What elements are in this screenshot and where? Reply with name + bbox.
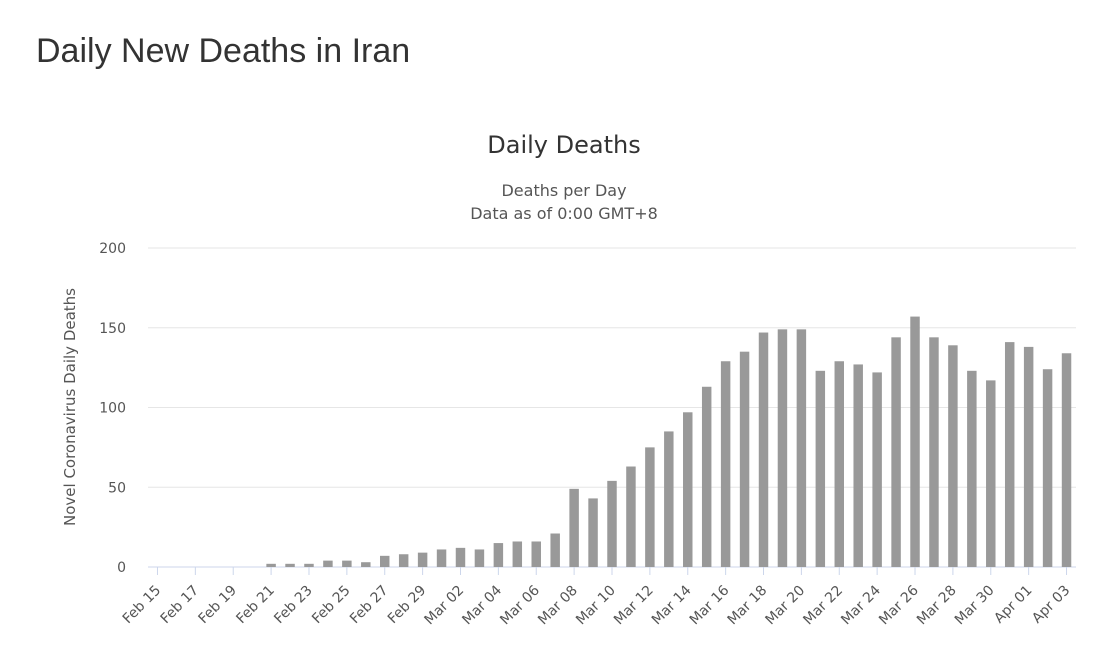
bar[interactable]	[815, 370, 826, 567]
bar[interactable]	[1061, 353, 1072, 567]
bar[interactable]	[285, 563, 295, 567]
bar[interactable]	[720, 361, 731, 567]
y-tick-label: 200	[99, 241, 126, 257]
x-tick-label: Mar 20	[762, 583, 808, 629]
bar[interactable]	[777, 329, 788, 567]
bar[interactable]	[1023, 346, 1034, 567]
x-tick-label: Feb 19	[195, 583, 240, 628]
chart-subtitle-line-2: Data as of 0:00 GMT+8	[470, 204, 658, 223]
x-tick-label: Mar 28	[914, 583, 960, 629]
gridlines: 0 50 100 150 200	[99, 241, 1076, 576]
page-title: Daily New Deaths in Iran	[36, 32, 411, 70]
bar[interactable]	[796, 329, 807, 567]
x-tick-label: Mar 14	[649, 582, 695, 628]
x-tick-label: Mar 22	[800, 583, 846, 629]
x-tick-label: Mar 04	[459, 582, 505, 628]
y-tick-label: 100	[99, 401, 126, 417]
bar[interactable]	[380, 555, 390, 567]
bar[interactable]	[361, 562, 371, 567]
y-tick-label: 50	[108, 480, 126, 496]
bar[interactable]	[1042, 369, 1053, 567]
x-tick-label: Mar 16	[687, 582, 733, 628]
bar[interactable]	[474, 549, 485, 567]
bar[interactable]	[929, 337, 939, 567]
x-tick-label: Apr 01	[991, 583, 1035, 627]
bar[interactable]	[493, 543, 504, 567]
x-tick-label: Feb 29	[385, 583, 430, 628]
bar[interactable]	[1004, 342, 1015, 567]
bar[interactable]	[910, 316, 920, 567]
chart-title: Daily Deaths	[487, 131, 640, 159]
y-axis-label: Novel Coronavirus Daily Deaths	[61, 288, 79, 526]
x-tick-label: Mar 06	[497, 582, 543, 628]
bar[interactable]	[550, 533, 560, 567]
y-tick-label: 150	[99, 321, 126, 337]
bar[interactable]	[834, 361, 844, 567]
x-tick-label: Feb 15	[120, 583, 165, 628]
y-tick-label: 0	[117, 560, 126, 576]
x-tick-label: Mar 30	[952, 583, 998, 629]
bar[interactable]	[455, 547, 466, 567]
bar[interactable]	[626, 466, 636, 567]
bar[interactable]	[872, 372, 882, 567]
chart-subtitle-line-1: Deaths per Day	[501, 181, 626, 200]
bars	[266, 316, 1072, 567]
bar[interactable]	[304, 563, 314, 567]
bar[interactable]	[512, 541, 523, 567]
bar[interactable]	[588, 498, 598, 567]
bar[interactable]	[739, 351, 750, 567]
x-tick-label: Mar 18	[725, 583, 771, 629]
bar[interactable]	[531, 541, 541, 567]
x-tick-label: Feb 23	[271, 583, 316, 628]
x-tick-label: Mar 12	[611, 583, 657, 629]
x-tick-label: Feb 17	[158, 583, 203, 628]
x-tick-label: Mar 10	[573, 583, 619, 629]
x-tick-label: Feb 21	[233, 583, 278, 628]
bar[interactable]	[758, 332, 769, 567]
bar[interactable]	[266, 563, 276, 567]
bar[interactable]	[701, 386, 712, 567]
bar[interactable]	[986, 380, 996, 567]
bar[interactable]	[436, 549, 447, 567]
bar[interactable]	[569, 488, 579, 567]
bar[interactable]	[607, 480, 617, 567]
bar[interactable]	[398, 554, 409, 567]
x-tick-label: Mar 08	[535, 583, 581, 629]
bar[interactable]	[645, 447, 655, 567]
x-tick-label: Apr 03	[1029, 583, 1073, 627]
bar[interactable]	[683, 412, 693, 567]
x-tick-label: Feb 27	[347, 583, 392, 628]
bar[interactable]	[417, 552, 428, 567]
x-tick-label: Mar 02	[422, 583, 468, 629]
bar[interactable]	[323, 560, 333, 567]
x-tick-label: Mar 24	[838, 582, 884, 628]
bar[interactable]	[664, 431, 674, 567]
bar[interactable]	[967, 370, 977, 567]
bar[interactable]	[342, 560, 352, 567]
bar[interactable]	[891, 337, 901, 567]
x-tick-label: Feb 25	[309, 583, 354, 628]
bar[interactable]	[853, 364, 863, 567]
x-tick-label: Mar 26	[876, 582, 922, 628]
bar[interactable]	[948, 345, 958, 567]
